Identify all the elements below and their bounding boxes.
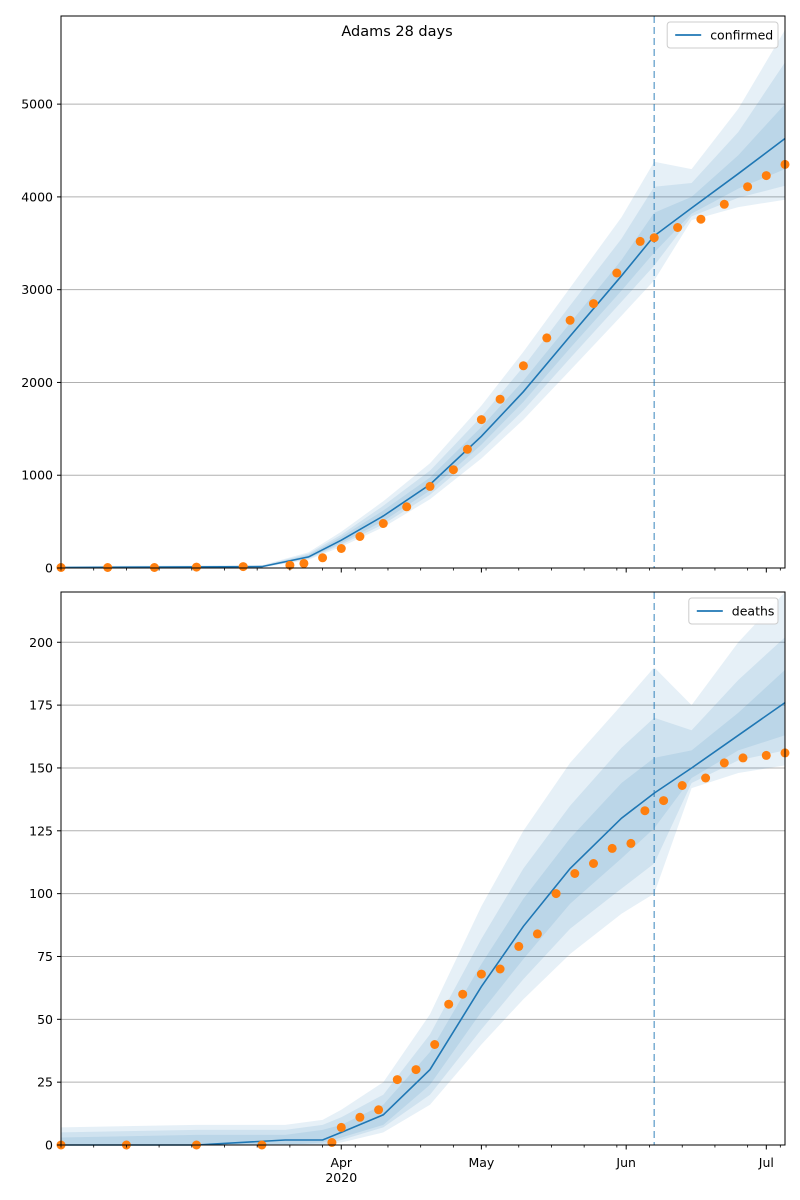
y-tick-label: 125 (29, 823, 53, 838)
observed-point (430, 1040, 440, 1049)
observed-point (192, 562, 201, 572)
observed-point (635, 236, 645, 246)
y-tick-label: 0 (45, 1138, 53, 1153)
observed-point (327, 1138, 337, 1147)
y-tick-label: 175 (29, 698, 53, 713)
legend-label: confirmed (710, 28, 773, 43)
y-tick-label: 50 (37, 1012, 53, 1027)
observed-point (565, 315, 575, 325)
observed-point (495, 394, 505, 404)
y-tick-label: 0 (45, 561, 53, 576)
observed-point (719, 758, 729, 768)
confirmed-panel: 0 1000 2000 3000 4000 5000 confirmed (21, 15, 790, 576)
legend-box (688, 597, 779, 625)
axes-frame (60, 591, 786, 1146)
x-tick-label: May (468, 1155, 494, 1170)
observed-point (701, 773, 711, 783)
confirmed-line (60, 137, 786, 569)
y-tick-label: 100 (29, 886, 53, 901)
y-tick-label: 25 (37, 1075, 53, 1090)
x-tick-sublabel: 2020 (325, 1170, 357, 1185)
observed-point (542, 333, 552, 343)
observed-point (495, 964, 505, 974)
confirmed-legend: confirmed (666, 21, 779, 49)
observed-point (607, 843, 617, 853)
observed-point (518, 361, 528, 371)
observed-point (696, 214, 706, 224)
y-tick-label: 3000 (21, 282, 53, 297)
figure-title: Adams 28 days (341, 24, 452, 40)
observed-point (743, 182, 753, 192)
observed-point (761, 750, 771, 760)
observed-point (336, 1122, 346, 1132)
observed-point (425, 481, 435, 491)
observed-point (411, 1065, 421, 1075)
x-tick-label: Apr (330, 1155, 352, 1170)
observed-point (238, 562, 248, 572)
observed-point (458, 989, 468, 999)
y-tick-label: 150 (29, 760, 53, 775)
x-tick-label: Jun (615, 1155, 636, 1170)
y-tick-label: 75 (37, 949, 53, 964)
observed-point (640, 806, 650, 816)
observed-point (719, 199, 729, 209)
observed-point (532, 929, 542, 939)
observed-point (402, 502, 412, 512)
observed-point (659, 796, 669, 806)
deaths-line (61, 701, 786, 1146)
observed-point (612, 268, 622, 278)
y-tick-label: 2000 (21, 375, 53, 390)
confidence-band (61, 592, 785, 1145)
observed-point (336, 544, 346, 553)
axes-frame (60, 15, 786, 569)
legend-label: deaths (732, 604, 775, 619)
observed-point (551, 889, 561, 899)
observed-point (570, 869, 580, 878)
observed-point (318, 553, 328, 563)
observed-point (761, 171, 771, 181)
observed-point (448, 465, 458, 475)
observed-point (677, 781, 687, 790)
legend-box (666, 21, 779, 49)
observed-point (589, 299, 598, 309)
observed-point (444, 999, 454, 1009)
observed-point (355, 1112, 365, 1122)
observed-point (462, 444, 472, 454)
observed-point (589, 859, 598, 868)
y-tick-label: 5000 (21, 97, 53, 112)
deaths-legend: deaths (688, 597, 779, 625)
observed-point (626, 838, 636, 848)
observed-point (476, 969, 486, 979)
observed-point (299, 558, 309, 568)
observed-point (285, 560, 295, 570)
observed-point (514, 941, 524, 951)
observed-point (673, 223, 683, 232)
x-tick-label: Jul (758, 1155, 774, 1170)
observed-point (355, 532, 365, 541)
observed-point (649, 233, 659, 243)
y-tick-label: 4000 (21, 189, 53, 204)
observed-point (378, 519, 388, 528)
observed-point (476, 415, 486, 425)
observed-point (392, 1075, 402, 1085)
observed-point (738, 753, 748, 763)
y-tick-label: 200 (29, 635, 53, 650)
confidence-band (61, 637, 785, 1145)
y-tick-label: 1000 (21, 468, 53, 483)
observed-point (374, 1105, 384, 1115)
